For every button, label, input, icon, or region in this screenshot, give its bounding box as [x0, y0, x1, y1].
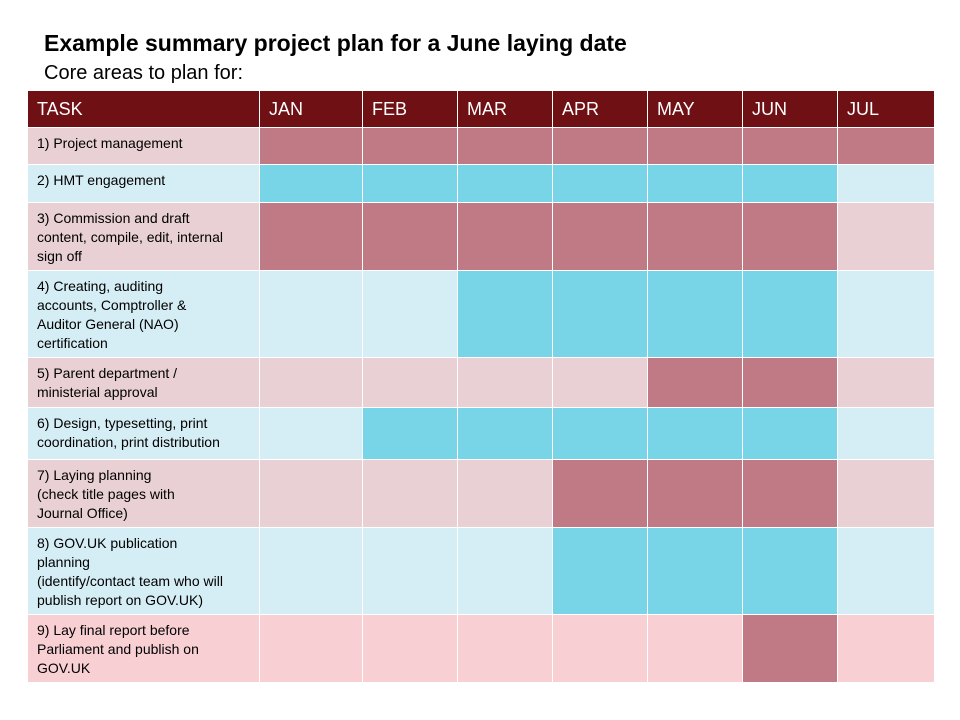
month-cell — [742, 459, 838, 528]
month-cell — [552, 127, 648, 165]
month-cell — [552, 459, 648, 528]
month-cell — [259, 407, 363, 460]
month-cell — [742, 357, 838, 408]
month-cell — [647, 202, 743, 271]
month-cell — [259, 527, 363, 615]
month-cell — [552, 270, 648, 358]
table-row: 4) Creating, auditing accounts, Comptrol… — [27, 270, 935, 358]
month-cell — [362, 357, 458, 408]
month-cell — [259, 357, 363, 408]
month-cell — [837, 357, 935, 408]
task-cell: 2) HMT engagement — [27, 164, 260, 203]
month-cell — [647, 127, 743, 165]
table-row: 7) Laying planning (check title pages wi… — [27, 459, 935, 528]
month-cell — [259, 614, 363, 683]
month-cell — [362, 164, 458, 203]
month-cell — [742, 614, 838, 683]
month-cell — [742, 270, 838, 358]
task-cell: 9) Lay final report before Parliament an… — [27, 614, 260, 683]
month-cell — [647, 614, 743, 683]
month-cell — [457, 614, 553, 683]
month-cell — [362, 459, 458, 528]
month-cell — [837, 202, 935, 271]
month-cell — [552, 357, 648, 408]
month-cell — [457, 127, 553, 165]
task-cell: 6) Design, typesetting, print coordinati… — [27, 407, 260, 460]
month-cell — [362, 527, 458, 615]
month-cell — [742, 527, 838, 615]
header-jun: JUN — [742, 90, 838, 128]
header-jul: JUL — [837, 90, 935, 128]
month-cell — [552, 527, 648, 615]
task-cell: 7) Laying planning (check title pages wi… — [27, 459, 260, 528]
table-row: 5) Parent department / ministerial appro… — [27, 357, 935, 408]
header-row: TASK JAN FEB MAR APR MAY JUN JUL — [27, 90, 935, 128]
table-row: 8) GOV.UK publication planning (identify… — [27, 527, 935, 615]
month-cell — [837, 407, 935, 460]
month-cell — [647, 527, 743, 615]
month-cell — [457, 164, 553, 203]
month-cell — [742, 202, 838, 271]
month-cell — [837, 614, 935, 683]
plan-body: 1) Project management 2) HMT engagement 3)… — [27, 127, 935, 683]
month-cell — [552, 202, 648, 271]
month-cell — [457, 202, 553, 271]
header-apr: APR — [552, 90, 648, 128]
month-cell — [362, 407, 458, 460]
month-cell — [259, 459, 363, 528]
month-cell — [457, 357, 553, 408]
month-cell — [457, 459, 553, 528]
month-cell — [362, 127, 458, 165]
month-cell — [552, 407, 648, 460]
month-cell — [647, 407, 743, 460]
header-feb: FEB — [362, 90, 458, 128]
month-cell — [457, 527, 553, 615]
month-cell — [457, 270, 553, 358]
month-cell — [647, 459, 743, 528]
task-cell: 8) GOV.UK publication planning (identify… — [27, 527, 260, 615]
month-cell — [837, 270, 935, 358]
page-subtitle: Core areas to plan for: — [44, 62, 243, 84]
project-plan-table: TASK JAN FEB MAR APR MAY JUN JUL 1) Proj… — [27, 90, 935, 683]
month-cell — [742, 164, 838, 203]
header-jan: JAN — [259, 90, 363, 128]
month-cell — [259, 127, 363, 165]
month-cell — [837, 164, 935, 203]
table-row: 6) Design, typesetting, print coordinati… — [27, 407, 935, 460]
table-row: 9) Lay final report before Parliament an… — [27, 614, 935, 683]
header-may: MAY — [647, 90, 743, 128]
month-cell — [457, 407, 553, 460]
month-cell — [837, 459, 935, 528]
month-cell — [362, 614, 458, 683]
month-cell — [552, 164, 648, 203]
table-row: 2) HMT engagement — [27, 164, 935, 203]
month-cell — [259, 164, 363, 203]
table-row: 1) Project management — [27, 127, 935, 165]
header-mar: MAR — [457, 90, 553, 128]
month-cell — [837, 127, 935, 165]
month-cell — [362, 270, 458, 358]
page-title: Example summary project plan for a June … — [44, 30, 627, 56]
task-cell: 3) Commission and draft content, compile… — [27, 202, 260, 271]
month-cell — [837, 527, 935, 615]
month-cell — [742, 127, 838, 165]
table-row: 3) Commission and draft content, compile… — [27, 202, 935, 271]
month-cell — [742, 407, 838, 460]
month-cell — [647, 270, 743, 358]
header-task: TASK — [27, 90, 260, 128]
month-cell — [259, 270, 363, 358]
month-cell — [552, 614, 648, 683]
task-cell: 5) Parent department / ministerial appro… — [27, 357, 260, 408]
task-cell: 4) Creating, auditing accounts, Comptrol… — [27, 270, 260, 358]
task-cell: 1) Project management — [27, 127, 260, 165]
month-cell — [647, 164, 743, 203]
month-cell — [259, 202, 363, 271]
month-cell — [647, 357, 743, 408]
month-cell — [362, 202, 458, 271]
